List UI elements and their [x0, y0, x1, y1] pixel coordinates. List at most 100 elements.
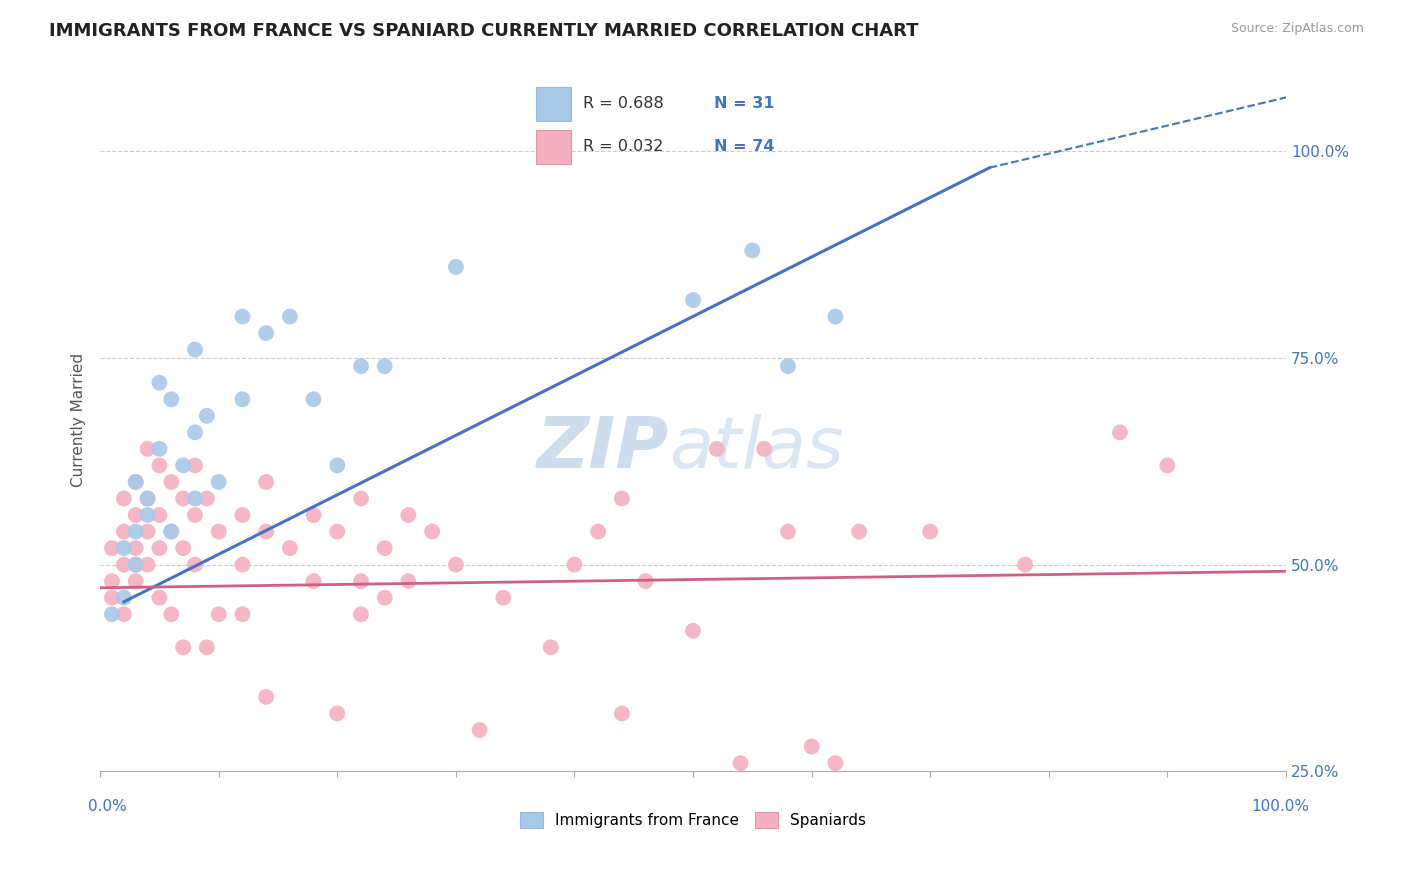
Point [1109, 425, 1132, 440]
Point [160, 524, 183, 539]
Point [444, 558, 467, 572]
Point [706, 442, 728, 456]
Point [208, 524, 231, 539]
Point [136, 442, 159, 456]
Point [374, 591, 396, 605]
Point [326, 458, 349, 473]
Point [398, 574, 420, 589]
Point [136, 524, 159, 539]
Point [148, 442, 170, 456]
Point [848, 524, 870, 539]
Point [824, 310, 846, 324]
Point [184, 508, 207, 522]
Point [125, 574, 148, 589]
Point [754, 442, 776, 456]
Point [776, 524, 799, 539]
Text: IMMIGRANTS FROM FRANCE VS SPANIARD CURRENTLY MARRIED CORRELATION CHART: IMMIGRANTS FROM FRANCE VS SPANIARD CURRE… [49, 22, 918, 40]
Text: Source: ZipAtlas.com: Source: ZipAtlas.com [1230, 22, 1364, 36]
Point [208, 607, 231, 622]
Point [112, 491, 135, 506]
Point [172, 541, 194, 555]
Point [172, 491, 194, 506]
Y-axis label: Currently Married: Currently Married [72, 353, 86, 487]
Point [125, 558, 148, 572]
Point [291, 789, 314, 804]
Point [800, 739, 823, 754]
Point [350, 359, 373, 374]
Point [776, 359, 799, 374]
Point [125, 558, 148, 572]
Point [195, 640, 218, 655]
Point [492, 591, 515, 605]
Point [136, 491, 159, 506]
Point [741, 244, 763, 258]
Point [1014, 558, 1036, 572]
Point [610, 491, 633, 506]
Point [112, 524, 135, 539]
Point [231, 607, 253, 622]
Point [350, 491, 373, 506]
Point [148, 376, 170, 390]
Point [184, 343, 207, 357]
Point [231, 508, 253, 522]
Point [254, 475, 277, 489]
Point [231, 558, 253, 572]
Point [920, 524, 942, 539]
Point [398, 508, 420, 522]
Point [730, 756, 752, 770]
Point [231, 392, 253, 407]
Point [278, 310, 301, 324]
Point [374, 359, 396, 374]
Point [184, 458, 207, 473]
Text: ZIP: ZIP [537, 414, 669, 483]
Point [374, 541, 396, 555]
Point [682, 293, 704, 307]
Point [326, 524, 349, 539]
Point [101, 591, 124, 605]
Point [302, 392, 325, 407]
Text: atlas: atlas [669, 414, 844, 483]
Point [278, 541, 301, 555]
Point [136, 491, 159, 506]
Point [112, 591, 135, 605]
Point [302, 574, 325, 589]
Point [254, 690, 277, 704]
Point [420, 524, 443, 539]
Point [254, 524, 277, 539]
Point [101, 607, 124, 622]
Point [184, 491, 207, 506]
Point [148, 458, 170, 473]
Point [125, 541, 148, 555]
Point [254, 326, 277, 340]
Point [184, 425, 207, 440]
Point [148, 591, 170, 605]
Point [350, 607, 373, 622]
Point [195, 409, 218, 423]
Point [101, 574, 124, 589]
Point [634, 574, 657, 589]
Point [160, 607, 183, 622]
Point [824, 756, 846, 770]
Point [148, 541, 170, 555]
Point [148, 508, 170, 522]
Point [208, 475, 231, 489]
Point [610, 706, 633, 721]
Point [136, 558, 159, 572]
Legend: Immigrants from France, Spaniards: Immigrants from France, Spaniards [515, 805, 872, 834]
Point [101, 541, 124, 555]
Point [326, 706, 349, 721]
Point [172, 640, 194, 655]
Point [1156, 458, 1178, 473]
Point [160, 392, 183, 407]
Point [468, 723, 491, 737]
Text: 0.0%: 0.0% [89, 799, 127, 814]
Point [302, 508, 325, 522]
Point [125, 475, 148, 489]
Text: 100.0%: 100.0% [1251, 799, 1309, 814]
Point [540, 640, 562, 655]
Point [160, 524, 183, 539]
Point [195, 491, 218, 506]
Point [112, 541, 135, 555]
Point [231, 310, 253, 324]
Point [112, 607, 135, 622]
